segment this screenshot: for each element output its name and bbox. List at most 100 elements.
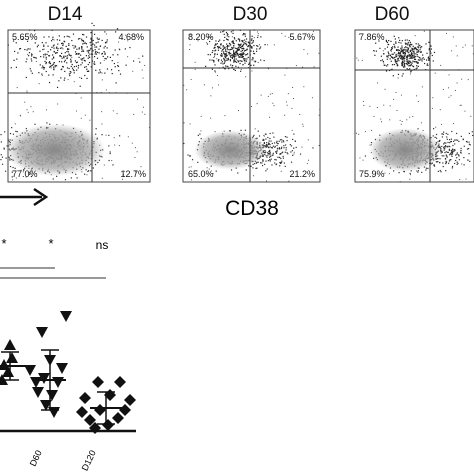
event — [246, 58, 248, 60]
event — [407, 43, 409, 45]
event — [79, 37, 81, 40]
event — [412, 45, 414, 47]
event — [461, 78, 463, 80]
event — [216, 75, 218, 77]
event — [262, 138, 264, 140]
event — [405, 42, 407, 44]
event — [415, 43, 417, 45]
sig: * — [48, 236, 53, 251]
event — [33, 56, 35, 58]
event — [251, 42, 253, 44]
event — [456, 132, 458, 135]
event — [420, 59, 422, 61]
event — [248, 63, 250, 65]
panel-title: D14 — [48, 4, 83, 25]
event — [425, 167, 428, 169]
event — [456, 161, 458, 163]
event — [269, 116, 271, 118]
event — [218, 47, 220, 49]
event — [68, 73, 70, 75]
event — [401, 49, 403, 51]
event — [41, 67, 43, 69]
event — [87, 70, 90, 72]
event — [80, 77, 83, 79]
event — [103, 164, 105, 166]
event — [226, 46, 228, 48]
event — [50, 67, 52, 69]
event — [273, 44, 275, 46]
event — [292, 86, 294, 88]
event — [427, 56, 430, 58]
event — [274, 145, 276, 148]
event — [449, 154, 451, 156]
event — [66, 67, 69, 69]
event — [233, 44, 235, 47]
event — [237, 59, 239, 61]
event — [393, 170, 395, 172]
event — [241, 54, 243, 56]
event — [392, 53, 394, 55]
event — [66, 55, 69, 57]
event — [14, 167, 16, 169]
event — [290, 151, 292, 153]
event — [398, 60, 400, 62]
event — [106, 41, 108, 43]
event — [117, 54, 119, 56]
event — [312, 30, 314, 32]
event — [218, 40, 220, 42]
event — [69, 73, 71, 75]
event — [466, 148, 469, 150]
event — [394, 45, 396, 47]
event — [269, 137, 271, 140]
event — [232, 30, 234, 32]
event — [244, 39, 246, 41]
event — [380, 118, 382, 120]
event — [384, 172, 386, 174]
x-axis-label: CD38 — [225, 197, 279, 220]
event — [391, 53, 393, 55]
event — [95, 42, 97, 44]
event — [9, 165, 12, 168]
event — [468, 132, 470, 135]
event — [237, 49, 239, 51]
event — [25, 76, 27, 79]
event — [241, 50, 244, 52]
event — [60, 42, 63, 45]
quadrant-pct: 12.7% — [120, 169, 146, 179]
event — [80, 97, 82, 99]
event — [240, 70, 242, 72]
event — [1, 156, 4, 158]
event — [89, 53, 91, 55]
event — [247, 46, 249, 48]
event — [225, 57, 227, 59]
event — [213, 47, 215, 49]
event — [275, 152, 278, 154]
event — [99, 62, 102, 64]
event — [63, 79, 65, 81]
event — [127, 56, 129, 58]
event — [412, 60, 414, 62]
event — [52, 63, 55, 65]
event — [451, 151, 453, 153]
event — [61, 61, 63, 63]
event — [417, 59, 420, 61]
event — [62, 42, 64, 44]
event — [216, 58, 218, 60]
event — [233, 59, 235, 61]
event — [233, 68, 235, 71]
event — [293, 98, 295, 100]
event — [245, 169, 247, 171]
event — [250, 46, 252, 48]
event — [452, 150, 454, 152]
event — [468, 141, 470, 143]
event — [231, 48, 233, 50]
event — [401, 60, 404, 63]
event — [401, 50, 403, 53]
event — [376, 107, 378, 109]
event — [269, 93, 271, 95]
event — [402, 73, 404, 75]
event — [291, 150, 293, 152]
event — [75, 61, 78, 64]
event — [244, 43, 246, 45]
